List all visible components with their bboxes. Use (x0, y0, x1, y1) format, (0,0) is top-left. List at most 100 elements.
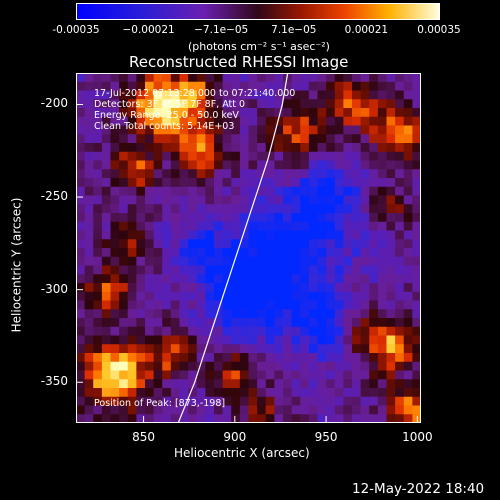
heatmap-pixel (136, 99, 146, 109)
heatmap-pixel (110, 125, 120, 135)
heatmap-pixel (386, 116, 396, 126)
heatmap-pixel (214, 318, 224, 328)
heatmap-pixel (395, 178, 405, 188)
heatmap-pixel (352, 318, 362, 328)
heatmap-pixel (188, 239, 198, 249)
heatmap-pixel (300, 353, 310, 363)
heatmap-pixel (239, 160, 249, 170)
heatmap-pixel (179, 256, 189, 266)
heatmap-pixel (377, 405, 387, 415)
heatmap-pixel (214, 116, 224, 126)
heatmap-pixel (162, 370, 172, 380)
heatmap-pixel (214, 248, 224, 258)
heatmap-pixel (101, 370, 111, 380)
heatmap-pixel (377, 379, 387, 389)
heatmap-pixel (239, 186, 249, 196)
heatmap-pixel (145, 213, 155, 223)
heatmap-pixel (162, 178, 172, 188)
heatmap-pixel (274, 90, 284, 100)
heatmap-pixel (231, 169, 241, 179)
heatmap-pixel (265, 169, 275, 179)
heatmap-pixel (300, 318, 310, 328)
heatmap-pixel (395, 405, 405, 415)
heatmap-pixel (136, 239, 146, 249)
heatmap-pixel (257, 143, 267, 153)
heatmap-pixel (308, 125, 318, 135)
heatmap-pixel (352, 204, 362, 214)
heatmap-pixel (412, 99, 421, 109)
heatmap-pixel (110, 73, 120, 83)
heatmap-pixel (283, 396, 293, 406)
heatmap-pixel (386, 291, 396, 301)
heatmap-pixel (360, 291, 370, 301)
heatmap-pixel (412, 388, 421, 398)
heatmap-pixel (119, 108, 129, 118)
heatmap-pixel (136, 309, 146, 319)
heatmap-pixel (145, 186, 155, 196)
heatmap-pixel (76, 151, 86, 161)
heatmap-pixel (136, 370, 146, 380)
heatmap-pixel (403, 344, 413, 354)
heatmap-pixel (291, 213, 301, 223)
heatmap-pixel (265, 178, 275, 188)
heatmap-pixel (188, 300, 198, 310)
heatmap-pixel (386, 169, 396, 179)
heatmap-pixel (179, 388, 189, 398)
heatmap-pixel (239, 344, 249, 354)
heatmap-pixel (377, 81, 387, 91)
heatmap-pixel (239, 195, 249, 205)
heatmap-pixel (283, 265, 293, 275)
heatmap-pixel (326, 178, 336, 188)
colorbar-tick-label: 0.00021 (344, 24, 389, 36)
heatmap-pixel (343, 274, 353, 284)
heatmap-pixel (326, 221, 336, 231)
heatmap-pixel (334, 204, 344, 214)
heatmap-pixel (369, 353, 379, 363)
heatmap-pixel (283, 291, 293, 301)
heatmap-pixel (76, 90, 86, 100)
heatmap-pixel (179, 195, 189, 205)
heatmap-pixel (308, 388, 318, 398)
heatmap-pixel (205, 90, 215, 100)
heatmap-pixel (162, 300, 172, 310)
heatmap-pixel (300, 265, 310, 275)
heatmap-pixel (334, 318, 344, 328)
heatmap-pixel (222, 353, 232, 363)
heatmap-pixel (334, 274, 344, 284)
heatmap-pixel (196, 414, 206, 423)
heatmap-pixel (412, 81, 421, 91)
heatmap-pixel (188, 318, 198, 328)
heatmap-pixel (308, 379, 318, 389)
heatmap-pixel (196, 178, 206, 188)
heatmap-pixel (239, 99, 249, 109)
heatmap-pixel (231, 125, 241, 135)
heatmap-pixel (101, 151, 111, 161)
heatmap-pixel (257, 283, 267, 293)
heatmap-pixel (119, 353, 129, 363)
heatmap-pixel (377, 318, 387, 328)
heatmap-pixel (93, 178, 103, 188)
heatmap-pixel (352, 230, 362, 240)
heatmap-pixel (317, 300, 327, 310)
heatmap-pixel (274, 274, 284, 284)
heatmap-pixel (119, 186, 129, 196)
heatmap-pixel (179, 370, 189, 380)
heatmap-pixel (214, 283, 224, 293)
heatmap-pixel (274, 405, 284, 415)
heatmap-pixel (214, 151, 224, 161)
heatmap-pixel (101, 134, 111, 144)
heatmap-pixel (412, 160, 421, 170)
heatmap-pixel (395, 125, 405, 135)
heatmap-pixel (257, 309, 267, 319)
heatmap-pixel (308, 169, 318, 179)
heatmap-pixel (84, 213, 94, 223)
heatmap-pixel (110, 379, 120, 389)
heatmap-pixel (231, 370, 241, 380)
heatmap-pixel (127, 134, 137, 144)
heatmap-pixel (162, 73, 172, 83)
heatmap-pixel (352, 344, 362, 354)
heatmap-pixel (222, 195, 232, 205)
heatmap-pixel (326, 353, 336, 363)
heatmap-pixel (93, 396, 103, 406)
heatmap-pixel (119, 204, 129, 214)
